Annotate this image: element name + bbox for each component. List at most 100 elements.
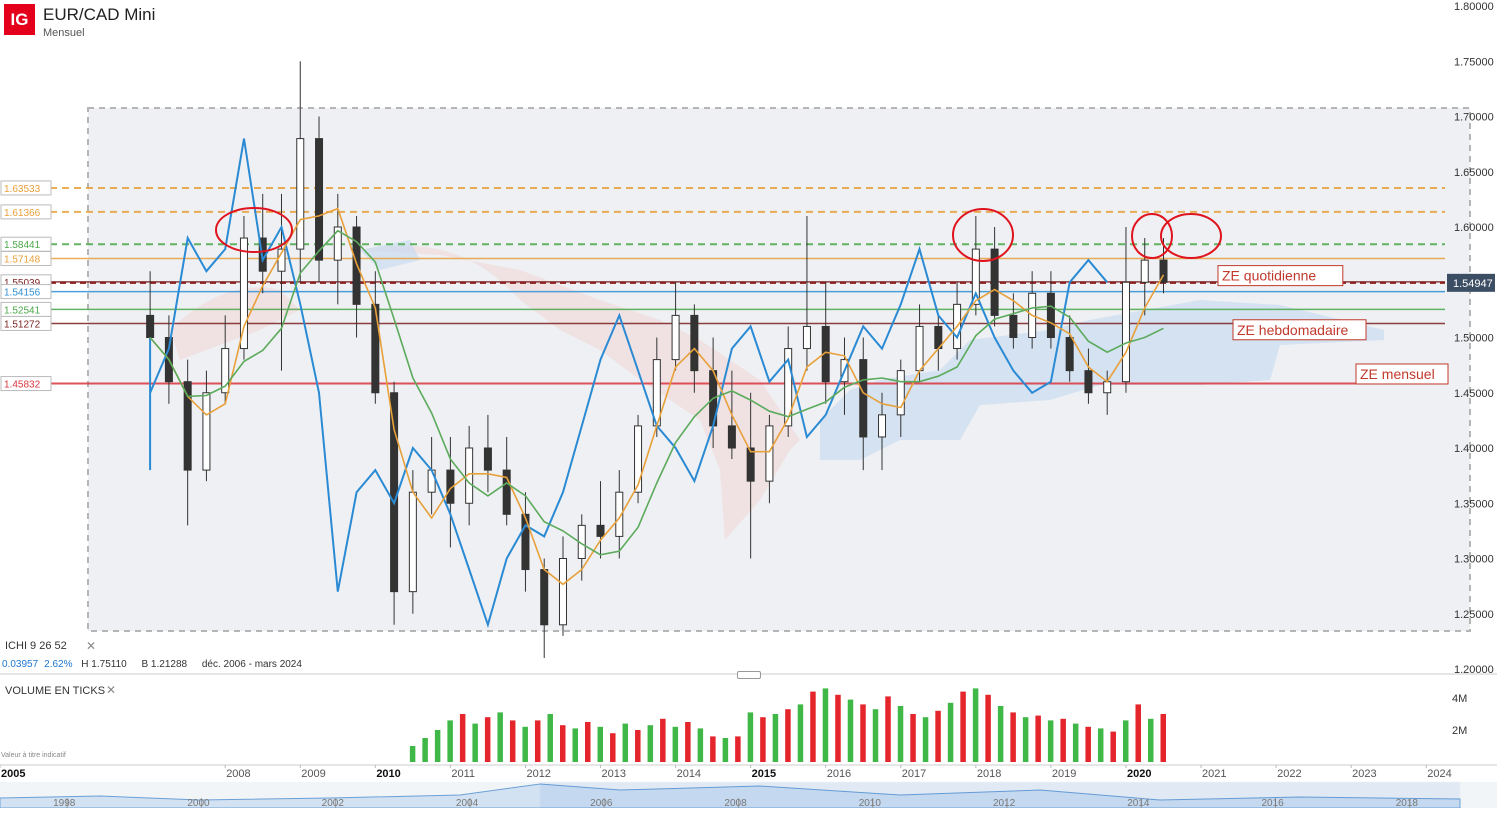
volume-bar [1160,714,1167,762]
candle-body [371,303,380,394]
annotation-box [1355,363,1449,385]
highlight-circle [1131,213,1173,259]
volume-bar [522,726,528,762]
volume-panel-label[interactable]: VOLUME EN TICKS [5,685,106,697]
volume-bar [1010,712,1016,762]
time-axis-label: 2018 [977,768,1001,780]
volume-bar [810,691,816,762]
candle-body [915,325,924,372]
ichimoku-indicator-label[interactable]: ICHI 9 26 52 [5,640,67,652]
price-tick-label: 1.65000 [1454,167,1494,179]
level-tag-label: 1.54156 [4,288,41,299]
close-icon[interactable]: ✕ [86,639,97,653]
timeframe-label[interactable]: Mensuel [43,27,85,39]
close-icon[interactable]: ✕ [106,683,117,697]
volume-bar [722,738,729,762]
volume-bar [872,709,879,762]
level-tag-label: 1.45832 [4,380,41,391]
volume-bar [635,730,641,762]
navigator-label: 2002 [322,798,345,808]
candle-body [315,138,324,261]
volume-bar [559,725,566,762]
period-range: déc. 2006 - mars 2024 [201,659,302,670]
navigator-label: 2012 [993,798,1016,808]
price-tick-label: 1.80000 [1454,1,1494,13]
candle-body [1065,337,1074,372]
level-tag-box [0,180,52,196]
candle-body [878,414,887,438]
change-value: 0.03957 [2,659,39,670]
annotation-label: ZE hebdomadaire [1237,322,1349,338]
volume-tick-label: 4M [1452,693,1467,705]
candle-body [690,314,699,372]
volume-bar [647,725,654,762]
price-stats: 0.03957 2.62% H 1.75110 B 1.21288 déc. 20… [2,659,314,670]
volume-bar [847,699,854,762]
navigator-label: 2010 [859,798,882,808]
volume-bar [1135,704,1141,762]
navigator-label: 2000 [187,798,210,808]
volume-bar [860,704,866,762]
time-axis-label: 2014 [677,768,701,780]
candle-body [221,348,230,394]
price-tick-label: 1.35000 [1454,498,1494,510]
kijun-sen-line [149,229,1164,556]
level-tag-box [0,251,52,267]
candle-body [521,513,530,571]
volume-bar [1110,731,1116,762]
instrument-title[interactable]: EUR/CAD Mini [43,5,156,24]
level-tag-label: 1.61366 [4,208,41,219]
volume-bar [672,726,679,762]
volume-bar [409,746,416,762]
level-tag-label: 1.63533 [4,184,41,195]
volume-bar [835,694,841,762]
panel-splitter-handle[interactable] [737,671,761,679]
candle-body [727,425,736,449]
volume-bar [660,718,666,762]
volume-bar [985,694,991,762]
candle-body [896,370,905,416]
candle-body [596,524,605,537]
price-tick-label: 1.45000 [1454,388,1494,400]
candle-body [1103,381,1112,394]
volume-bar [1035,715,1041,762]
volume-bar [797,704,804,762]
candle-body [615,491,624,537]
volume-bar [622,723,629,762]
volume-bar [947,702,954,762]
candle-body [746,447,755,482]
time-axis-label: 2013 [602,768,626,780]
time-axis-label: 2022 [1277,768,1301,780]
volume-tick-label: 2M [1452,725,1467,737]
price-tick-label: 1.75000 [1454,56,1494,68]
volume-disclaimer: Valeur à titre indicatif [1,752,66,759]
volume-bar [760,717,766,762]
candle-body [990,248,999,316]
high-value: H 1.75110 [81,659,127,670]
volume-bar [747,712,754,762]
candle-body [333,226,342,261]
navigator-label: 2004 [456,798,479,808]
annotation-label: ZE mensuel [1360,366,1435,382]
level-tag-label: 1.55039 [4,278,41,289]
price-tick-label: 1.20000 [1454,664,1494,676]
volume-bar [735,736,741,762]
time-axis-label: 2020 [1127,768,1151,780]
candle-body [1009,314,1018,338]
candle-body [558,558,567,626]
volume-bar [1047,720,1054,762]
volume-bar [572,728,578,762]
volume-bar [822,688,829,762]
price-tick-label: 1.25000 [1454,609,1494,621]
navigator-label: 2014 [1127,798,1150,808]
level-tag-label: 1.51272 [4,319,41,330]
annotation-box [1217,265,1344,287]
time-axis-label: 2021 [1202,768,1226,780]
volume-bar [509,720,516,762]
volume-bar [922,717,929,762]
level-tag-label: 1.52541 [4,305,41,316]
volume-bar [997,706,1004,762]
time-axis-label: 2015 [752,768,776,780]
